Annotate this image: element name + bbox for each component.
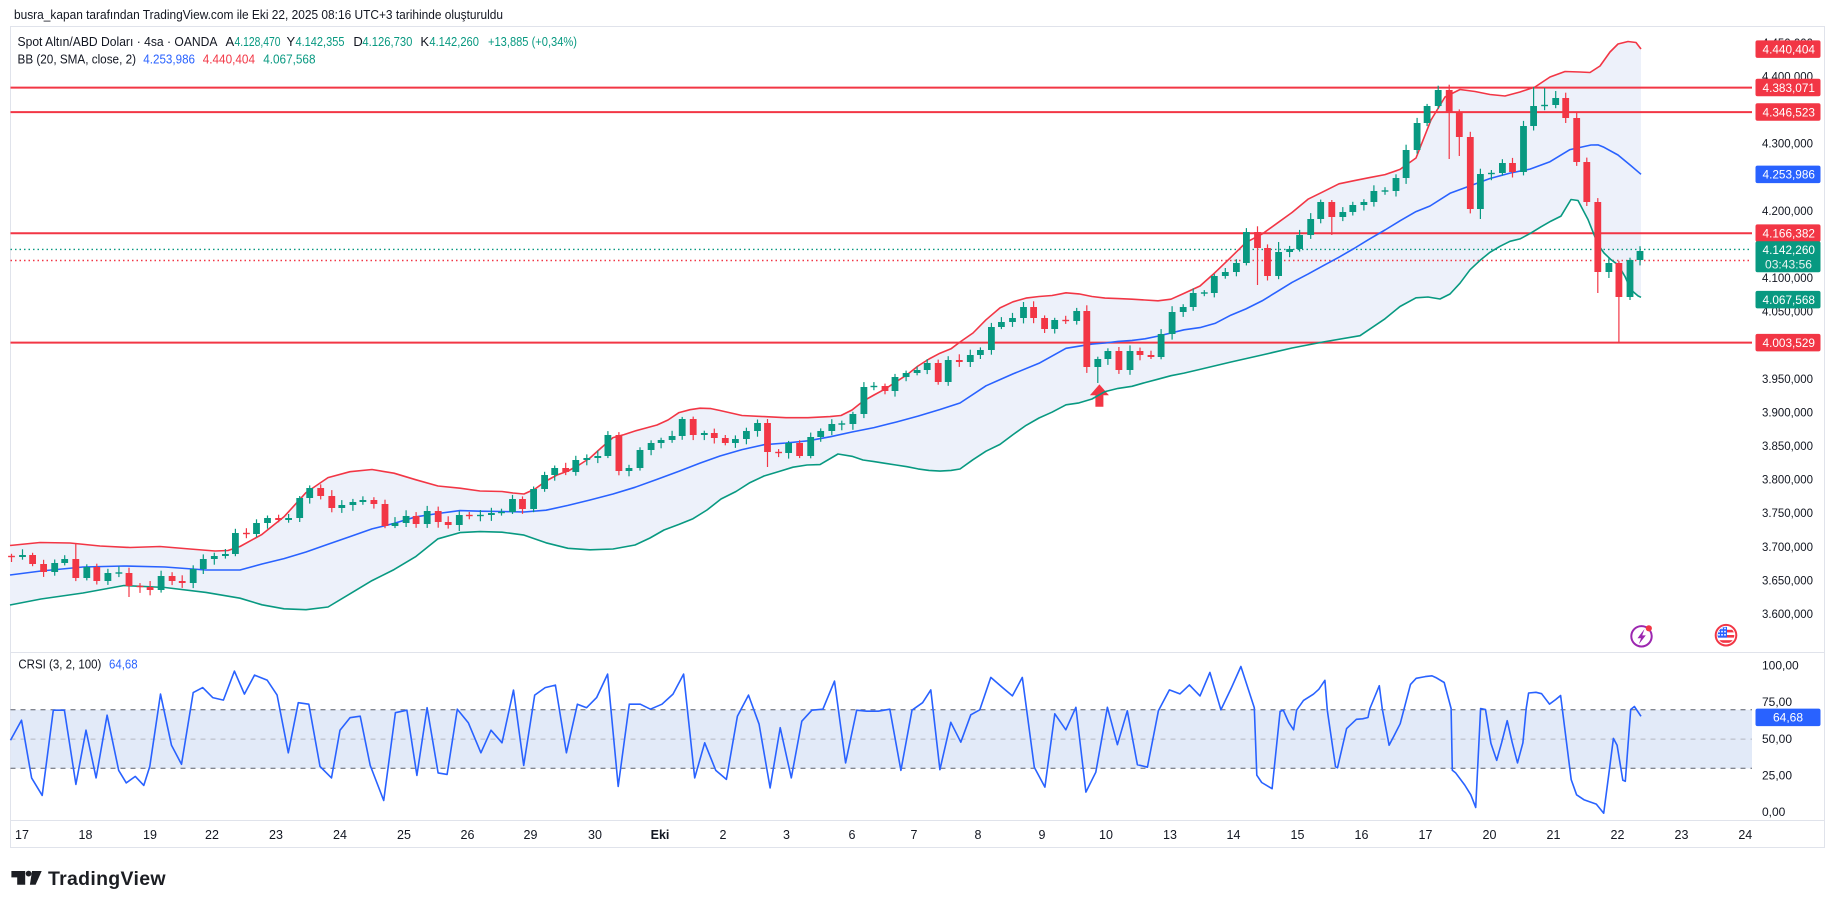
svg-text:18: 18: [79, 828, 93, 842]
svg-text:3: 3: [783, 828, 790, 842]
svg-text:K: K: [420, 34, 429, 49]
svg-text:23: 23: [269, 828, 283, 842]
svg-text:8: 8: [975, 828, 982, 842]
svg-text:Spot Altın/ABD Doları · 4sa ·: Spot Altın/ABD Doları · 4sa · OANDA: [18, 34, 218, 49]
svg-text:4.142,260: 4.142,260: [1763, 243, 1816, 257]
svg-text:Eki: Eki: [651, 828, 670, 842]
svg-text:26: 26: [461, 828, 475, 842]
svg-text:busra_kapan tarafından Trading: busra_kapan tarafından TradingView.com i…: [14, 7, 503, 22]
svg-text:16: 16: [1355, 828, 1369, 842]
svg-text:4.440,404: 4.440,404: [1763, 42, 1816, 56]
svg-text:3.950,000: 3.950,000: [1762, 372, 1813, 386]
svg-text:4.200,000: 4.200,000: [1762, 204, 1813, 218]
svg-text:3.850,000: 3.850,000: [1762, 439, 1813, 453]
svg-text:4.300,000: 4.300,000: [1762, 137, 1813, 151]
svg-text:24: 24: [1738, 828, 1752, 842]
svg-text:4.253,986: 4.253,986: [1763, 168, 1816, 182]
svg-text:7: 7: [911, 828, 918, 842]
svg-text:4.142,355: 4.142,355: [296, 34, 345, 49]
svg-text:64,68: 64,68: [1773, 711, 1803, 725]
svg-text:+13,885 (+0,34%): +13,885 (+0,34%): [488, 34, 577, 49]
svg-text:3.750,000: 3.750,000: [1762, 506, 1813, 520]
svg-text:13: 13: [1163, 828, 1177, 842]
svg-text:64,68: 64,68: [109, 656, 138, 671]
svg-text:4.067,568: 4.067,568: [263, 52, 315, 67]
svg-text:4.383,071: 4.383,071: [1763, 81, 1816, 95]
svg-text:TradingView: TradingView: [48, 868, 166, 890]
svg-text:4.128,470: 4.128,470: [235, 34, 281, 49]
svg-text:6: 6: [849, 828, 856, 842]
svg-text:29: 29: [524, 828, 538, 842]
svg-text:03:43:56: 03:43:56: [1765, 257, 1812, 271]
svg-text:30: 30: [588, 828, 602, 842]
svg-text:3.600,000: 3.600,000: [1762, 607, 1813, 621]
svg-text:D: D: [353, 34, 362, 49]
svg-text:19: 19: [143, 828, 157, 842]
svg-text:3.800,000: 3.800,000: [1762, 473, 1813, 487]
svg-text:25,00: 25,00: [1762, 768, 1792, 782]
svg-text:100,00: 100,00: [1762, 659, 1799, 673]
svg-text:3.900,000: 3.900,000: [1762, 405, 1813, 419]
svg-text:4.067,568: 4.067,568: [1763, 293, 1816, 307]
svg-text:A: A: [226, 34, 235, 49]
svg-text:50,00: 50,00: [1762, 732, 1792, 746]
svg-text:4.166,382: 4.166,382: [1763, 226, 1816, 240]
svg-text:4.003,529: 4.003,529: [1763, 336, 1816, 350]
svg-text:2: 2: [720, 828, 727, 842]
svg-text:CRSI (3, 2, 100): CRSI (3, 2, 100): [18, 656, 101, 671]
svg-text:22: 22: [205, 828, 219, 842]
svg-text:20: 20: [1483, 828, 1497, 842]
svg-text:23: 23: [1675, 828, 1689, 842]
svg-text:14: 14: [1227, 828, 1241, 842]
svg-text:BB (20, SMA, close, 2): BB (20, SMA, close, 2): [18, 52, 137, 67]
svg-text:25: 25: [397, 828, 411, 842]
svg-text:15: 15: [1291, 828, 1305, 842]
svg-text:21: 21: [1547, 828, 1561, 842]
svg-text:17: 17: [1419, 828, 1433, 842]
svg-text:4.346,523: 4.346,523: [1763, 105, 1816, 119]
svg-text:4.142,260: 4.142,260: [429, 34, 479, 49]
svg-text:0,00: 0,00: [1762, 805, 1786, 819]
svg-text:9: 9: [1039, 828, 1046, 842]
svg-text:4.253,986: 4.253,986: [143, 52, 195, 67]
svg-text:Y: Y: [287, 34, 296, 49]
svg-text:24: 24: [333, 828, 347, 842]
svg-text:4.440,404: 4.440,404: [203, 52, 255, 67]
svg-text:4.126,730: 4.126,730: [362, 34, 412, 49]
svg-text:4.100,000: 4.100,000: [1762, 271, 1813, 285]
svg-text:3.700,000: 3.700,000: [1762, 540, 1813, 554]
svg-text:3.650,000: 3.650,000: [1762, 573, 1813, 587]
svg-text:10: 10: [1099, 828, 1113, 842]
svg-text:17: 17: [15, 828, 29, 842]
svg-text:75,00: 75,00: [1762, 695, 1792, 709]
svg-text:22: 22: [1611, 828, 1625, 842]
